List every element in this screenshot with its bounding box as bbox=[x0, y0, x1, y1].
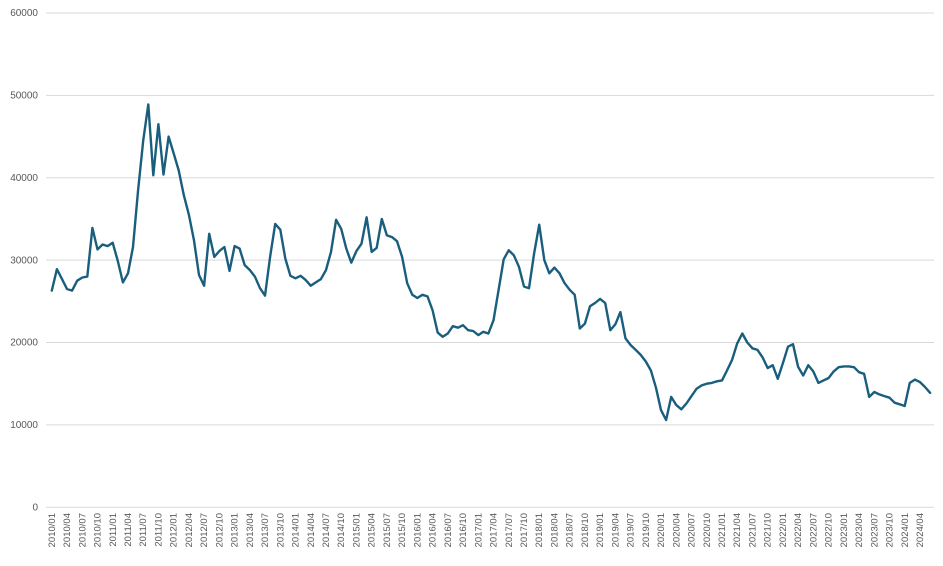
x-axis-tick-label: 2013/01 bbox=[230, 513, 241, 547]
x-axis-tick-label: 2014/07 bbox=[321, 513, 332, 547]
y-axis-tick-label: 60000 bbox=[10, 8, 38, 19]
x-axis-tick-label: 2018/04 bbox=[549, 513, 560, 547]
x-axis-tick-label: 2022/07 bbox=[808, 513, 819, 547]
x-axis-tick-label: 2020/07 bbox=[687, 513, 698, 547]
x-axis-tick-label: 2017/10 bbox=[519, 513, 530, 547]
x-axis-tick-label: 2013/10 bbox=[275, 513, 286, 547]
x-axis-tick-label: 2013/04 bbox=[245, 513, 256, 547]
x-axis-tick-label: 2017/07 bbox=[504, 513, 515, 547]
x-axis-tick-label: 2011/07 bbox=[138, 513, 149, 547]
data-series-line bbox=[50, 103, 932, 422]
x-axis-tick-label: 2010/04 bbox=[62, 513, 73, 547]
x-axis-tick-label: 2021/10 bbox=[763, 513, 774, 547]
x-axis-tick-label: 2016/07 bbox=[443, 513, 454, 547]
x-axis-tick-label: 2012/10 bbox=[214, 513, 225, 547]
x-axis-tick-label: 2018/10 bbox=[580, 513, 591, 547]
x-axis-tick-label: 2014/10 bbox=[336, 513, 347, 547]
x-axis-tick-label: 2024/04 bbox=[915, 513, 926, 547]
x-axis-tick-label: 2019/01 bbox=[595, 513, 606, 547]
x-axis-tick-label: 2014/04 bbox=[306, 513, 317, 547]
x-axis-tick-label: 2024/01 bbox=[900, 513, 911, 547]
x-axis-tick-label: 2017/04 bbox=[489, 513, 500, 547]
y-axis-tick-label: 20000 bbox=[10, 338, 38, 349]
x-axis-tick-label: 2011/01 bbox=[108, 513, 119, 547]
x-axis-tick-label: 2016/10 bbox=[458, 513, 469, 547]
x-axis-tick-label: 2013/07 bbox=[260, 513, 271, 547]
x-axis-tick-label: 2016/01 bbox=[412, 513, 423, 547]
x-axis-tick-label: 2010/01 bbox=[47, 513, 58, 547]
x-axis-tick-label: 2019/04 bbox=[610, 513, 621, 547]
x-axis-tick-label: 2022/04 bbox=[793, 513, 804, 547]
x-axis-tick-label: 2021/01 bbox=[717, 513, 728, 547]
y-axis-tick-label: 0 bbox=[32, 503, 38, 514]
x-axis-tick-label: 2023/10 bbox=[885, 513, 896, 547]
x-axis-tick-label: 2015/01 bbox=[351, 513, 362, 547]
x-axis-tick-label: 2015/10 bbox=[397, 513, 408, 547]
x-axis-tick-label: 2012/01 bbox=[169, 513, 180, 547]
y-axis-tick-label: 30000 bbox=[10, 255, 38, 266]
x-axis-tick-label: 2021/07 bbox=[747, 513, 758, 547]
x-axis-tick-label: 2011/10 bbox=[153, 513, 164, 547]
x-axis-tick-label: 2012/07 bbox=[199, 513, 210, 547]
x-axis-tick-label: 2023/07 bbox=[869, 513, 880, 547]
x-axis-tick-label: 2019/10 bbox=[641, 513, 652, 547]
x-axis-tick-label: 2020/01 bbox=[656, 513, 667, 547]
x-axis-tick-label: 2012/04 bbox=[184, 513, 195, 547]
x-axis-tick-label: 2015/07 bbox=[382, 513, 393, 547]
y-axis-tick-label: 10000 bbox=[10, 420, 38, 431]
x-axis-tick-label: 2010/10 bbox=[93, 513, 104, 547]
x-axis-tick-label: 2017/01 bbox=[473, 513, 484, 547]
y-axis-tick-label: 40000 bbox=[10, 173, 38, 184]
x-axis-tick-label: 2022/01 bbox=[778, 513, 789, 547]
x-axis-tick-label: 2011/04 bbox=[123, 513, 134, 547]
x-axis-tick-label: 2020/10 bbox=[702, 513, 713, 547]
x-axis-tick-label: 2018/07 bbox=[565, 513, 576, 547]
x-axis-tick-label: 2014/01 bbox=[291, 513, 302, 547]
x-axis-tick-label: 2023/01 bbox=[839, 513, 850, 547]
x-axis-tick-label: 2023/04 bbox=[854, 513, 865, 547]
x-axis-tick-label: 2018/01 bbox=[534, 513, 545, 547]
x-axis-tick-label: 2022/10 bbox=[824, 513, 835, 547]
x-axis-tick-label: 2019/07 bbox=[626, 513, 637, 547]
x-axis-tick-label: 2021/04 bbox=[732, 513, 743, 547]
x-axis-tick-label: 2010/07 bbox=[77, 513, 88, 547]
x-axis-tick-label: 2016/04 bbox=[428, 513, 439, 547]
x-axis-tick-label: 2015/04 bbox=[367, 513, 378, 547]
y-axis-tick-label: 50000 bbox=[10, 91, 38, 102]
x-axis-tick-label: 2020/04 bbox=[671, 513, 682, 547]
